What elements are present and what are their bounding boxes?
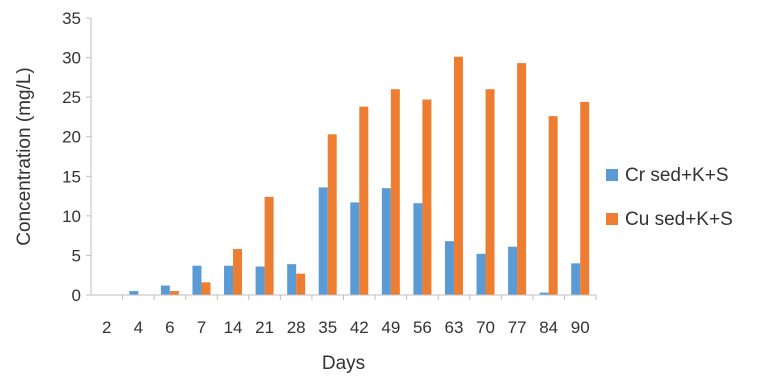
x-tick-label: 14: [224, 318, 243, 337]
bar-cu-6: [169, 291, 179, 295]
legend-swatch-cr: [606, 169, 618, 181]
bar-cu-49: [390, 89, 400, 295]
x-tick-label: 63: [445, 318, 464, 337]
legend-swatch-cu: [606, 213, 618, 225]
y-tick-label: 10: [62, 207, 81, 226]
bar-cu-7: [201, 282, 211, 295]
legend: Cr sed+K+S Cu sed+K+S: [606, 165, 733, 230]
x-axis-ticks: 2 4 6 7 14 21 28 35 42 49 56 63 70 77 84 90: [102, 295, 597, 337]
bar-cr-63: [444, 241, 454, 295]
bar-cu-35: [327, 134, 337, 295]
x-tick-label: 77: [508, 318, 527, 337]
bar-cr-42: [350, 202, 360, 295]
y-tick-label: 5: [72, 246, 81, 265]
x-tick-label: 35: [318, 318, 337, 337]
x-tick-label: 4: [134, 318, 143, 337]
bars: [129, 56, 590, 296]
x-tick-label: 90: [571, 318, 590, 337]
x-tick-label: 21: [255, 318, 274, 337]
x-tick-label: 2: [102, 318, 111, 337]
x-tick-label: 6: [165, 318, 174, 337]
bar-cr-21: [255, 266, 265, 295]
y-tick-label: 0: [72, 286, 81, 305]
y-tick-label: 30: [62, 49, 81, 68]
x-tick-label: 42: [350, 318, 369, 337]
bar-cu-90: [580, 101, 590, 296]
bar-cr-84: [539, 292, 549, 295]
bar-cr-49: [381, 188, 391, 295]
y-axis-ticks: 0 5 10 15 20 25 30 35: [62, 9, 91, 305]
bar-cu-14: [233, 249, 243, 295]
x-tick-label: 84: [539, 318, 558, 337]
x-tick-label: 56: [413, 318, 432, 337]
y-axis-label: Concentration (mg/L): [14, 67, 35, 245]
bar-cr-70: [476, 253, 486, 295]
x-tick-label: 70: [476, 318, 495, 337]
legend-label-cr: Cr sed+K+S: [625, 165, 729, 186]
bar-cr-4: [129, 291, 139, 295]
x-tick-label: 49: [381, 318, 400, 337]
bar-cr-14: [224, 265, 234, 295]
legend-label-cu: Cu sed+K+S: [625, 209, 733, 230]
x-axis-label: Days: [322, 353, 365, 374]
bar-cr-28: [287, 264, 297, 295]
y-tick-label: 15: [62, 167, 81, 186]
y-tick-label: 25: [62, 88, 81, 107]
bar-cu-70: [485, 89, 495, 295]
bar-cu-56: [422, 99, 432, 295]
bar-cr-7: [192, 265, 202, 295]
bar-cu-63: [453, 56, 463, 295]
bar-cu-77: [517, 63, 527, 296]
bar-cr-35: [318, 187, 328, 295]
x-tick-label: 7: [197, 318, 206, 337]
bar-cr-77: [508, 246, 518, 295]
bar-cr-90: [571, 263, 581, 295]
x-tick-label: 28: [287, 318, 306, 337]
bar-cu-28: [296, 273, 306, 295]
bar-cr-56: [413, 203, 423, 295]
bar-cu-21: [264, 196, 274, 295]
bar-cu-84: [548, 116, 558, 295]
bar-cu-42: [359, 106, 369, 295]
bar-cr-6: [160, 285, 170, 295]
y-tick-label: 20: [62, 128, 81, 147]
y-tick-label: 35: [62, 9, 81, 28]
